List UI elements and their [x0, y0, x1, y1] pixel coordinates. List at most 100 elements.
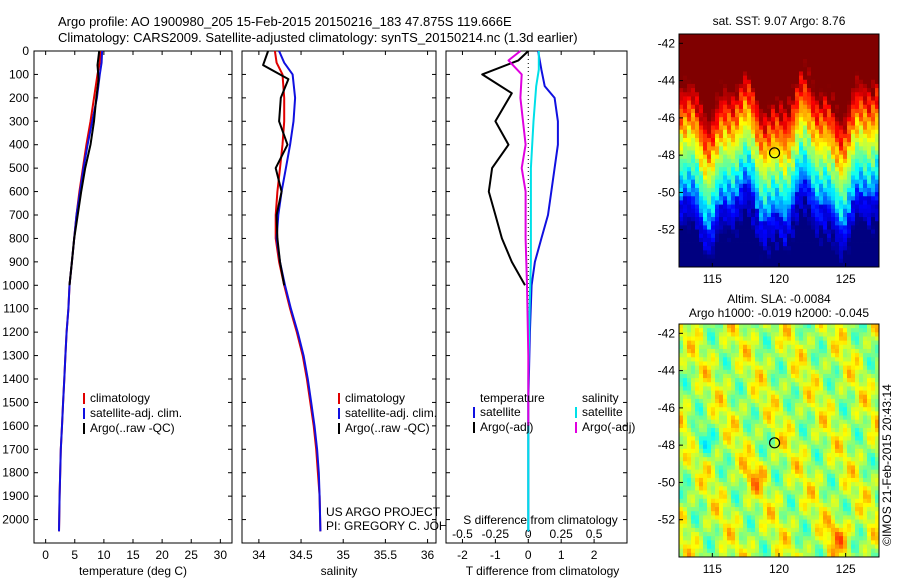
map-cell [843, 129, 848, 135]
map-cell [719, 457, 724, 462]
map-cell [843, 54, 848, 60]
map-cell [747, 423, 752, 429]
map-cell [851, 88, 856, 93]
map-cell [747, 121, 752, 126]
map-cell [711, 92, 716, 97]
map-cell [839, 225, 844, 230]
map-cell [815, 423, 820, 429]
map-cell [767, 187, 772, 193]
map-cell [743, 146, 748, 151]
map-cell [835, 208, 840, 214]
map-cell [695, 258, 700, 264]
map-cell [811, 192, 816, 197]
map-cell [755, 75, 760, 81]
map-cell [771, 104, 776, 110]
map-cell [815, 96, 820, 101]
map-cell [859, 125, 864, 131]
map-cell [831, 221, 836, 226]
map-cell [823, 237, 828, 243]
map-cell [775, 108, 780, 114]
map-cell [707, 117, 712, 122]
map-cell [851, 75, 856, 81]
map-cell [799, 217, 804, 222]
map-cell [815, 258, 820, 264]
map-cell [779, 457, 784, 462]
map-cell [795, 125, 800, 131]
map-cell [799, 348, 804, 354]
map-cell [795, 204, 800, 210]
map-cell [695, 121, 700, 126]
map-cell [783, 38, 788, 43]
map-cell [747, 461, 752, 466]
map-cell [791, 125, 796, 131]
map-cell [799, 233, 804, 239]
map-cell [875, 357, 880, 362]
map-cell [695, 254, 700, 260]
map-cell [683, 79, 688, 85]
map-cell [771, 58, 776, 64]
map-cell [835, 179, 840, 185]
map-cell [799, 390, 804, 396]
map-cell [855, 357, 860, 362]
map-cell [819, 79, 824, 85]
map-cell [839, 444, 844, 450]
map-cell [787, 221, 792, 226]
map-cell [735, 457, 740, 462]
map-cell [679, 440, 684, 446]
map-cell [859, 133, 864, 139]
map-cell [875, 113, 880, 118]
map-cell [779, 229, 784, 235]
map-cell [835, 171, 840, 176]
map-cell [683, 262, 688, 268]
map-cell [807, 225, 812, 230]
map-cell [875, 75, 880, 81]
map-cell [707, 183, 712, 189]
map-cell [807, 154, 812, 160]
map-cell [843, 167, 848, 172]
map-cell [867, 38, 872, 43]
map-cell [775, 88, 780, 93]
map-cell [839, 457, 844, 462]
map-cell [691, 419, 696, 425]
map-cell [819, 477, 824, 483]
map-cell [823, 415, 828, 421]
map-cell [787, 154, 792, 160]
map-cell [819, 183, 824, 189]
map-cell [795, 340, 800, 346]
map-cell [735, 192, 740, 197]
map-cell [827, 71, 832, 77]
map-cell [759, 42, 764, 47]
map-cell [707, 258, 712, 264]
map-cell [815, 71, 820, 77]
map-cell [747, 92, 752, 97]
map-cell [831, 125, 836, 131]
map-cell [859, 250, 864, 255]
map-cell [867, 46, 872, 52]
map-cell [703, 200, 708, 205]
map-cell [819, 332, 824, 337]
map-cell [739, 432, 744, 437]
map-cell [831, 419, 836, 425]
map-cell [803, 208, 808, 214]
map-cell [807, 411, 812, 416]
map-cell [743, 373, 748, 379]
map-cell [855, 237, 860, 243]
map-cell [699, 154, 704, 160]
map-cell [711, 461, 716, 466]
map-cell [799, 324, 804, 329]
map-cell [755, 432, 760, 437]
map-cell [747, 457, 752, 462]
map-cell [811, 142, 816, 147]
map-cell [871, 79, 876, 85]
map-cell [719, 162, 724, 168]
map-cell [807, 113, 812, 118]
map-cell [819, 361, 824, 367]
map-cell [679, 54, 684, 60]
map-cell [747, 154, 752, 160]
map-cell [771, 394, 776, 400]
map-cell [703, 117, 708, 122]
map-cell [703, 212, 708, 218]
map-cell [775, 38, 780, 43]
map-cell [871, 142, 876, 147]
map-cell [683, 133, 688, 139]
